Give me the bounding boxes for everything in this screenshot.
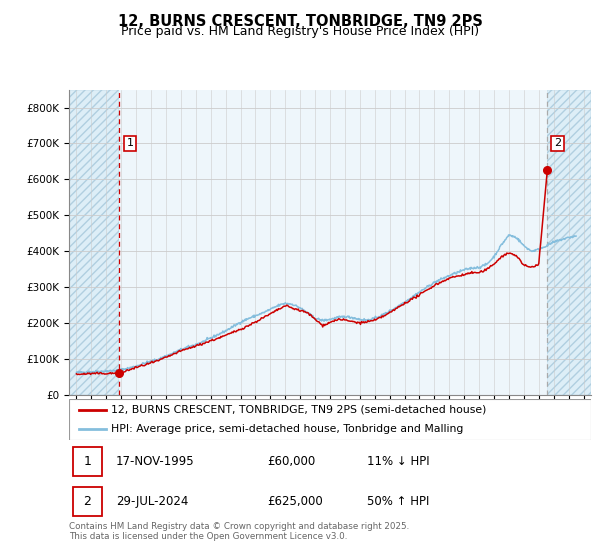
Text: Price paid vs. HM Land Registry's House Price Index (HPI): Price paid vs. HM Land Registry's House … [121, 25, 479, 38]
Text: 2: 2 [83, 495, 91, 508]
Text: 50% ↑ HPI: 50% ↑ HPI [367, 495, 429, 508]
Text: HPI: Average price, semi-detached house, Tonbridge and Malling: HPI: Average price, semi-detached house,… [111, 423, 463, 433]
FancyBboxPatch shape [73, 487, 102, 516]
Text: 1: 1 [127, 138, 133, 148]
Text: 29-JUL-2024: 29-JUL-2024 [116, 495, 188, 508]
Text: 1: 1 [83, 455, 91, 468]
Text: £60,000: £60,000 [268, 455, 316, 468]
Text: 11% ↓ HPI: 11% ↓ HPI [367, 455, 429, 468]
FancyBboxPatch shape [73, 447, 102, 475]
Text: Contains HM Land Registry data © Crown copyright and database right 2025.
This d: Contains HM Land Registry data © Crown c… [69, 522, 409, 542]
Text: 17-NOV-1995: 17-NOV-1995 [116, 455, 194, 468]
Text: 2: 2 [554, 138, 562, 148]
Text: 12, BURNS CRESCENT, TONBRIDGE, TN9 2PS (semi-detached house): 12, BURNS CRESCENT, TONBRIDGE, TN9 2PS (… [111, 405, 486, 415]
Text: £625,000: £625,000 [268, 495, 323, 508]
Text: 12, BURNS CRESCENT, TONBRIDGE, TN9 2PS: 12, BURNS CRESCENT, TONBRIDGE, TN9 2PS [118, 14, 482, 29]
FancyBboxPatch shape [69, 399, 591, 440]
